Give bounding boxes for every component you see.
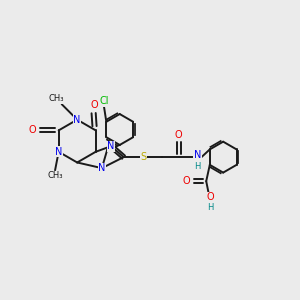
Text: O: O — [182, 176, 190, 186]
Text: CH₃: CH₃ — [47, 171, 63, 180]
Text: N: N — [98, 163, 106, 173]
Text: O: O — [175, 130, 182, 140]
Text: N: N — [194, 150, 201, 161]
Text: N: N — [74, 115, 81, 125]
Text: Cl: Cl — [99, 96, 109, 106]
Text: H: H — [207, 203, 214, 212]
Text: H: H — [194, 161, 200, 170]
Text: N: N — [55, 147, 62, 157]
Text: O: O — [28, 125, 36, 135]
Text: S: S — [141, 152, 147, 162]
Text: CH₃: CH₃ — [49, 94, 64, 103]
Text: N: N — [107, 141, 115, 151]
Text: O: O — [207, 192, 214, 202]
Text: O: O — [90, 100, 98, 110]
